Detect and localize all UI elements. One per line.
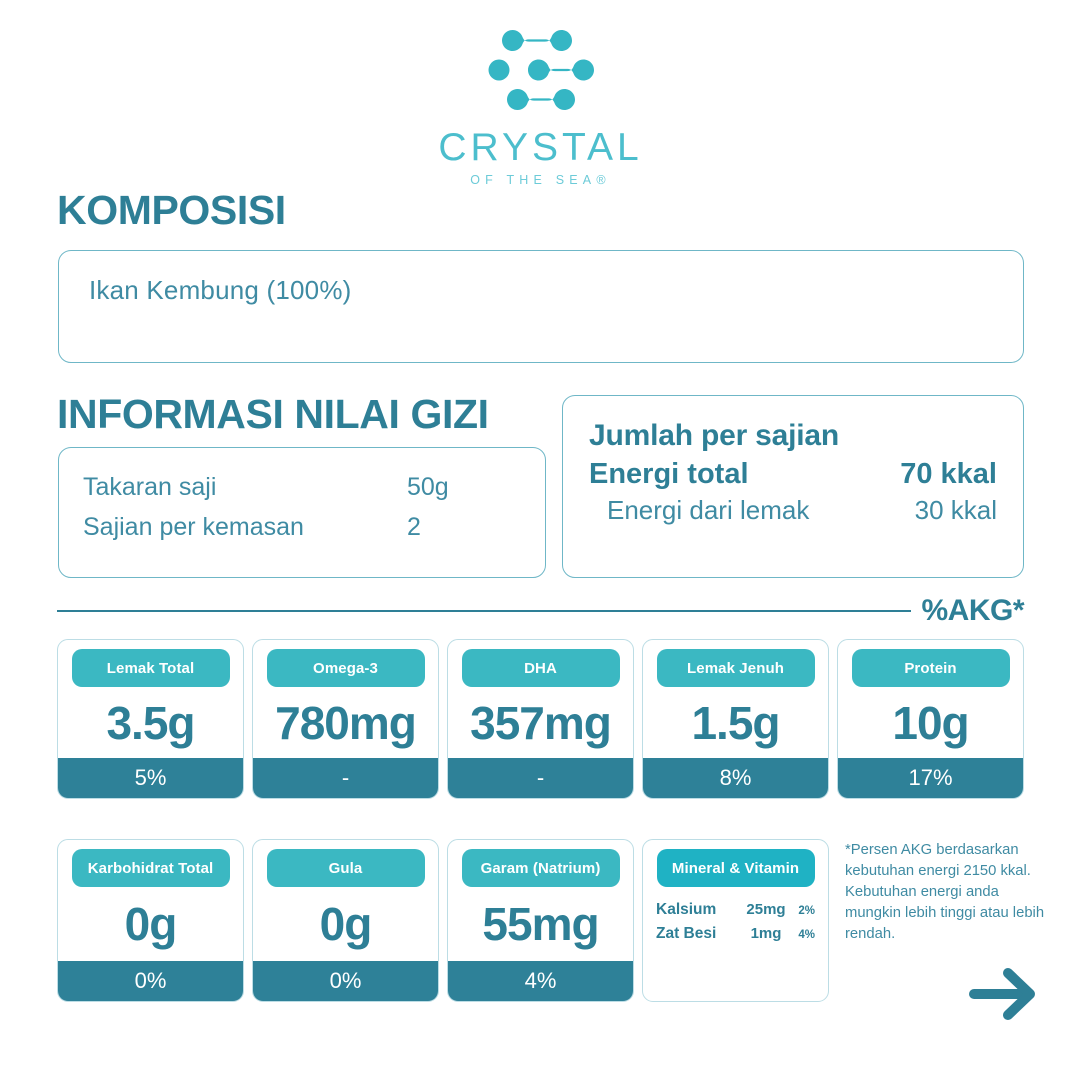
brand-tagline: OF THE SEA® <box>470 173 611 187</box>
servings-per-pack-value: 2 <box>407 512 421 541</box>
energy-box-title: Jumlah per sajian <box>589 419 840 452</box>
gizi-heading: INFORMASI NILAI GIZI <box>57 391 489 437</box>
nutrient-card-gula: Gula 0g 0% <box>252 839 439 1002</box>
nutrient-card-body: DHA 357mg <box>448 640 633 758</box>
nutrient-akg-percent: - <box>253 758 438 798</box>
serving-size-label: Takaran saji <box>83 473 217 501</box>
nutrient-name-pill: Lemak Total <box>71 649 230 687</box>
akg-label: %AKG* <box>921 594 1024 627</box>
brand-logo: CRYSTAL OF THE SEA® <box>0 26 1081 187</box>
nutrient-card-body: Karbohidrat Total 0g <box>58 840 243 961</box>
nutrient-card-dha: DHA 357mg - <box>447 639 634 799</box>
nutrient-name-pill: Mineral & Vitamin <box>656 849 815 887</box>
mineral-akg-percent: 2% <box>798 905 815 917</box>
nutrient-card-body: Lemak Total 3.5g <box>58 640 243 758</box>
nutrient-card-body: Lemak Jenuh 1.5g <box>643 640 828 758</box>
nutrient-card-row-2: Karbohidrat Total 0g 0% Gula 0g 0% Garam… <box>57 839 829 1002</box>
nutrient-akg-percent: 0% <box>58 961 243 1001</box>
nutrient-value: 0g <box>319 898 373 950</box>
serving-row: Takaran saji 50g <box>83 468 521 508</box>
komposisi-box: Ikan Kembung (100%) <box>58 250 1024 363</box>
nutrient-akg-percent: 0% <box>253 961 438 1001</box>
komposisi-ingredients: Ikan Kembung (100%) <box>89 275 352 305</box>
nutrient-akg-percent: 5% <box>58 758 243 798</box>
nutrient-card-lemak-total: Lemak Total 3.5g 5% <box>57 639 244 799</box>
nutrient-akg-percent: 4% <box>448 961 633 1001</box>
nutrient-name-pill: Omega-3 <box>266 649 425 687</box>
nutrient-value: 780mg <box>275 696 417 749</box>
serving-row: Sajian per kemasan 2 <box>83 508 521 548</box>
mineral-amount: 1mg <box>750 925 782 942</box>
servings-per-pack-label: Sajian per kemasan <box>83 512 304 541</box>
nutrient-card-lemak-jenuh: Lemak Jenuh 1.5g 8% <box>642 639 829 799</box>
komposisi-heading: KOMPOSISI <box>57 187 286 233</box>
energy-info-box: Jumlah per sajian Energi total 70 kkal E… <box>562 395 1024 578</box>
nutrient-name-pill: Gula <box>266 849 425 887</box>
energy-total-row: Energi total 70 kkal <box>589 455 997 493</box>
divider-rule <box>57 609 912 613</box>
serving-size-value: 50g <box>407 473 449 501</box>
mineral-vitamin-list: Kalsium 25mg 2% Zat Besi 1mg 4% <box>643 887 828 943</box>
energy-total-value: 70 kkal <box>900 457 997 490</box>
nutrient-card-body: Protein 10g <box>838 640 1023 758</box>
energy-from-fat-row: Energi dari lemak 30 kkal <box>589 493 997 527</box>
nutrient-name-pill: Protein <box>851 649 1010 687</box>
brand-wordmark: CRYSTAL <box>438 126 643 169</box>
mineral-row-kalsium: Kalsium 25mg 2% <box>656 901 815 919</box>
nutrient-akg-percent: 17% <box>838 758 1023 798</box>
nutrient-name-pill: DHA <box>461 649 620 687</box>
energy-from-fat-label: Energi dari lemak <box>607 494 810 525</box>
nutrient-card-body: Omega-3 780mg <box>253 640 438 758</box>
nutrient-value: 55mg <box>482 898 599 950</box>
mineral-row-zat-besi: Zat Besi 1mg 4% <box>656 925 815 943</box>
mineral-akg-percent: 4% <box>798 929 815 941</box>
nutrient-name-pill: Karbohidrat Total <box>71 849 230 887</box>
nutrient-value: 3.5g <box>106 696 195 749</box>
nutrient-card-karbohidrat-total: Karbohidrat Total 0g 0% <box>57 839 244 1002</box>
nutrient-akg-percent: - <box>448 758 633 798</box>
energy-from-fat-value: 30 kkal <box>914 494 997 525</box>
akg-footnote: *Persen AKG berdasarkan kebutuhan energi… <box>845 842 1045 942</box>
nutrient-value: 0g <box>124 898 178 950</box>
nutrient-value: 357mg <box>470 696 612 749</box>
nutrient-value: 1.5g <box>691 696 780 749</box>
nutrient-akg-percent: 8% <box>643 758 828 798</box>
nutrient-card-omega-3: Omega-3 780mg - <box>252 639 439 799</box>
nutrient-card-garam-natrium: Garam (Natrium) 55mg 4% <box>447 839 634 1002</box>
nutrient-card-protein: Protein 10g 17% <box>837 639 1024 799</box>
nutrient-name-pill: Lemak Jenuh <box>656 649 815 687</box>
nutrient-value: 10g <box>892 696 969 749</box>
crystal-dna-logo-icon <box>482 26 600 114</box>
nutrient-card-body: Mineral & Vitamin Kalsium 25mg 2% Zat Be… <box>643 840 828 1001</box>
nutrient-card-body: Gula 0g <box>253 840 438 961</box>
nutrient-name-pill: Garam (Natrium) <box>461 849 620 887</box>
akg-divider: %AKG* <box>57 596 1024 626</box>
energy-total-label: Energi total <box>589 457 749 490</box>
nutrient-card-row-1: Lemak Total 3.5g 5% Omega-3 780mg - DHA … <box>57 639 1024 799</box>
arrow-right-icon[interactable] <box>968 963 1038 1025</box>
mineral-name: Zat Besi <box>656 925 717 942</box>
nutrient-card-mineral-vitamin: Mineral & Vitamin Kalsium 25mg 2% Zat Be… <box>642 839 829 1002</box>
serving-info-box: Takaran saji 50g Sajian per kemasan 2 <box>58 447 546 578</box>
mineral-name: Kalsium <box>656 901 717 918</box>
nutrient-card-body: Garam (Natrium) 55mg <box>448 840 633 961</box>
mineral-amount: 25mg <box>746 901 786 918</box>
